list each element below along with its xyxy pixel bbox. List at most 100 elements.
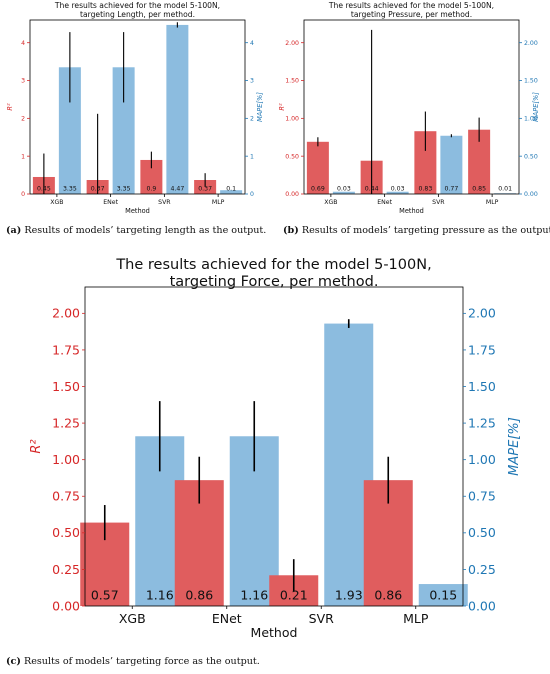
y-right-tick-label: 3 <box>250 78 254 85</box>
y-left-axis-label: R² <box>278 103 286 111</box>
y-left-tick-label: 2 <box>21 116 25 123</box>
y-right-tick-label: 2.00 <box>524 40 538 47</box>
chart-title-line-1: The results achieved for the model 5-100… <box>54 1 220 10</box>
data-label-mape-mlp: 0.15 <box>429 588 457 603</box>
data-label-r2-enet: 0.37 <box>91 186 105 193</box>
y-left-tick-label: 3 <box>21 78 25 85</box>
y-left-tick-label: 1 <box>21 153 25 160</box>
x-axis-label: Method <box>251 625 298 640</box>
chart-title-line-2: targeting Pressure, per method. <box>351 10 472 19</box>
caption-a-text: Results of models’ targeting length as t… <box>24 225 266 236</box>
y-left-tick-label: 2.00 <box>52 306 80 321</box>
y-left-tick-label: 1.00 <box>52 452 80 467</box>
y-right-tick-label: 0.00 <box>468 598 496 613</box>
x-tick-label-enet: ENet <box>212 611 242 626</box>
caption-c-label: (c) <box>6 656 21 667</box>
y-left-tick-label: 1.50 <box>52 379 80 394</box>
chart-title-line-1: The results achieved for the model 5-100… <box>115 257 431 273</box>
y-right-tick-label: 4 <box>250 40 254 47</box>
y-left-tick-label: 1.00 <box>285 116 299 123</box>
y-left-tick-label: 0.75 <box>52 489 80 504</box>
data-label-mape-svr: 1.93 <box>335 588 363 603</box>
x-tick-label-enet: ENet <box>103 199 118 206</box>
x-tick-label-mlp: MLP <box>212 199 225 206</box>
x-tick-label-mlp: MLP <box>403 611 429 626</box>
y-left-tick-label: 0.25 <box>52 562 80 577</box>
y-right-tick-label: 2 <box>250 116 254 123</box>
caption-b-label: (b) <box>283 225 299 236</box>
y-right-tick-label: 1.50 <box>524 78 538 85</box>
caption-c: (c) Results of models’ targeting force a… <box>6 656 260 667</box>
y-right-tick-label: 1.75 <box>468 342 496 357</box>
caption-c-text: Results of models’ targeting force as th… <box>24 656 260 667</box>
y-right-tick-label: 1.50 <box>468 379 496 394</box>
y-right-axis-label: MAPE[%] <box>507 417 522 476</box>
data-label-mape-enet: 3.35 <box>117 186 131 193</box>
data-label-mape-mlp: 0.01 <box>498 186 512 193</box>
data-label-mape-xgb: 1.16 <box>146 588 174 603</box>
chart-title-line-2: targeting Force, per method. <box>170 274 379 290</box>
data-label-mape-mlp: 0.1 <box>226 186 236 193</box>
data-label-mape-enet: 1.16 <box>240 588 268 603</box>
y-left-axis-label: R² <box>6 103 14 111</box>
y-left-tick-label: 1.50 <box>285 78 299 85</box>
chart-force: The results achieved for the model 5-100… <box>0 252 550 647</box>
data-label-mape-svr: 4.47 <box>170 186 184 193</box>
y-left-tick-label: 4 <box>21 40 25 47</box>
y-left-tick-label: 0.50 <box>285 153 299 160</box>
x-tick-label-xgb: XGB <box>50 199 63 206</box>
x-tick-label-svr: SVR <box>309 611 334 626</box>
y-right-tick-label: 2.00 <box>468 306 496 321</box>
x-tick-label-svr: SVR <box>432 199 445 206</box>
data-label-r2-enet: 0.44 <box>365 186 379 193</box>
data-label-r2-mlp: 0.37 <box>198 186 212 193</box>
caption-a-label: (a) <box>6 225 21 236</box>
data-label-r2-svr: 0.83 <box>418 186 432 193</box>
bar-mape-svr <box>166 25 188 194</box>
x-tick-label-svr: SVR <box>158 199 171 206</box>
y-right-tick-label: 0.25 <box>468 562 496 577</box>
data-label-r2-svr: 0.21 <box>280 588 308 603</box>
data-label-r2-xgb: 0.69 <box>311 186 325 193</box>
y-right-tick-label: 0.75 <box>468 489 496 504</box>
y-left-axis-label: R² <box>29 439 44 453</box>
data-label-mape-enet: 0.03 <box>391 186 405 193</box>
chart-length: The results achieved for the model 5-100… <box>2 0 272 218</box>
y-right-tick-label: 0 <box>250 191 254 198</box>
x-tick-label-mlp: MLP <box>486 199 499 206</box>
chart-pressure: The results achieved for the model 5-100… <box>276 0 548 218</box>
y-right-axis-label: MAPE[%] <box>256 92 264 122</box>
data-label-mape-svr: 0.77 <box>444 186 458 193</box>
caption-a: (a) Results of models’ targeting length … <box>6 225 266 236</box>
chart-title-line-2: targeting Length, per method. <box>80 10 195 19</box>
y-right-tick-label: 0.00 <box>524 191 538 198</box>
y-right-tick-label: 1 <box>250 153 254 160</box>
y-right-tick-label: 0.50 <box>524 153 538 160</box>
data-label-r2-mlp: 0.85 <box>472 186 486 193</box>
chart-title-line-1: The results achieved for the model 5-100… <box>328 1 494 10</box>
data-label-r2-enet: 0.86 <box>185 588 213 603</box>
y-right-tick-label: 0.50 <box>468 525 496 540</box>
y-left-tick-label: 0.00 <box>52 598 80 613</box>
y-right-axis-label: MAPE[%] <box>532 92 540 122</box>
y-left-tick-label: 1.75 <box>52 342 80 357</box>
data-label-r2-xgb: 0.45 <box>37 186 51 193</box>
y-left-tick-label: 1.25 <box>52 415 80 430</box>
x-tick-label-enet: ENet <box>377 199 392 206</box>
data-label-mape-xgb: 0.03 <box>337 186 351 193</box>
y-right-tick-label: 1.00 <box>468 452 496 467</box>
x-tick-label-xgb: XGB <box>324 199 337 206</box>
data-label-r2-mlp: 0.86 <box>374 588 402 603</box>
y-left-tick-label: 2.00 <box>285 40 299 47</box>
data-label-r2-svr: 0.9 <box>146 186 156 193</box>
y-left-tick-label: 0.00 <box>285 191 299 198</box>
data-label-r2-xgb: 0.57 <box>91 588 119 603</box>
caption-b-text: Results of models’ targeting pressure as… <box>302 225 550 236</box>
data-label-mape-xgb: 3.35 <box>63 186 77 193</box>
x-axis-label: Method <box>399 207 424 215</box>
x-tick-label-xgb: XGB <box>119 611 146 626</box>
x-axis-label: Method <box>125 207 150 215</box>
y-left-tick-label: 0.50 <box>52 525 80 540</box>
y-right-tick-label: 1.25 <box>468 415 496 430</box>
caption-b: (b) Results of models’ targeting pressur… <box>283 225 550 236</box>
